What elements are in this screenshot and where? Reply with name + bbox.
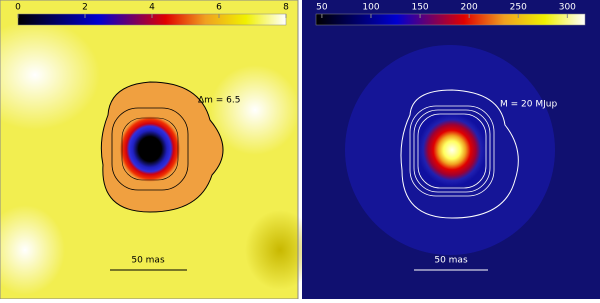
scale-label: 50 mas: [434, 256, 468, 266]
patch: [0, 205, 65, 295]
patch: [0, 20, 100, 130]
patch: [210, 65, 300, 155]
contour: [121, 117, 179, 181]
colorbar-tick-label: 8: [283, 3, 289, 13]
colorbar-tick-label: 250: [510, 3, 527, 13]
colorbar-tick-label: 0: [15, 3, 21, 13]
contours: [409, 105, 495, 197]
contour: [409, 105, 495, 197]
scale-label: 50 mas: [131, 256, 165, 266]
colorbar: [315, 13, 586, 26]
colorbar-tick-label: 300: [559, 3, 576, 13]
contour: [417, 113, 487, 189]
colorbar-tick-label: 6: [216, 3, 222, 13]
source: [111, 107, 189, 191]
annotation: Δm = 6.5: [198, 96, 241, 106]
colorbar-tick-label: 4: [149, 3, 155, 13]
contour: [400, 89, 519, 219]
colorbar-tick-label: 150: [411, 3, 428, 13]
annotation: M = 20 MJup: [500, 100, 557, 110]
source: [418, 114, 486, 186]
colorbar-tick-label: 200: [461, 3, 478, 13]
colorbar-tick-label: 50: [316, 3, 328, 13]
contour: [413, 109, 491, 193]
colorbar-tick-label: 2: [82, 3, 88, 13]
colorbar-tick-label: 100: [362, 3, 379, 13]
